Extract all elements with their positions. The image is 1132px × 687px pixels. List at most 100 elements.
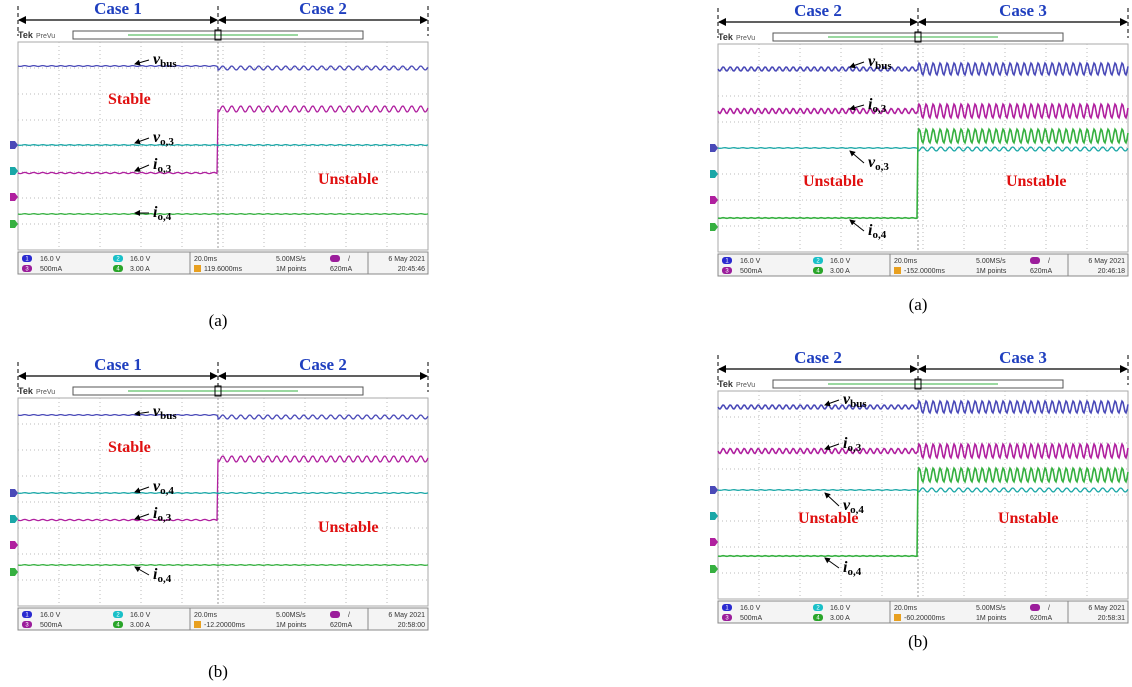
- status-label: Unstable: [318, 519, 378, 536]
- sample-rate: 5.00MS/s: [276, 612, 306, 619]
- ch1-scale: 16.0 V: [740, 258, 761, 265]
- channel-marker: [10, 515, 18, 523]
- case-label: Case 2: [299, 0, 347, 18]
- date: 6 May 2021: [1088, 605, 1125, 612]
- time: 20:45:46: [398, 266, 425, 273]
- status-label: Unstable: [318, 171, 378, 188]
- ch2-scale: 16.0 V: [130, 612, 151, 619]
- caption: (b): [208, 662, 228, 681]
- trigger-source: [1030, 604, 1040, 611]
- trigger-slope: /: [1048, 258, 1050, 265]
- channel-marker: [10, 193, 18, 201]
- case-label: Case 2: [299, 355, 347, 374]
- channel-marker: [710, 196, 718, 204]
- caption: (a): [209, 311, 228, 330]
- scope-brand: Tek: [718, 32, 734, 42]
- case-label: Case 2: [794, 1, 842, 20]
- scope-panel: Case 2Case 3TekPreVuvbusio,3vo,3io,4Unst…: [710, 1, 1128, 276]
- trigger-source: [330, 611, 340, 618]
- scope-brand: Tek: [718, 379, 734, 389]
- date: 6 May 2021: [388, 256, 425, 263]
- trigger-level: 620mA: [330, 622, 353, 629]
- ch1-scale: 16.0 V: [40, 256, 61, 263]
- ch3-scale: 500mA: [40, 266, 63, 273]
- sample-rate: 5.00MS/s: [976, 258, 1006, 265]
- status-label: Unstable: [803, 173, 863, 190]
- ch3-scale: 500mA: [40, 622, 63, 629]
- case-label: Case 3: [999, 1, 1047, 20]
- channel-marker: [710, 170, 718, 178]
- signal-subscript: o,3: [847, 442, 861, 454]
- trigger-icon: [194, 621, 201, 628]
- timebase: 20.0ms: [194, 256, 217, 263]
- channel-marker: [10, 141, 18, 149]
- signal-subscript: o,3: [157, 512, 171, 524]
- scope-brand: Tek: [18, 30, 34, 40]
- sample-rate: 5.00MS/s: [276, 256, 306, 263]
- signal-subscript: bus: [160, 410, 177, 422]
- ch4-scale: 3.00 A: [130, 622, 150, 629]
- trigger-level: 620mA: [330, 266, 353, 273]
- case-label: Case 1: [94, 355, 142, 374]
- scope-mode: PreVu: [736, 35, 755, 42]
- signal-subscript: o,3: [160, 136, 174, 148]
- figure: Case 1Case 2TekPreVuvbusvo,3io,3io,4Stab…: [0, 0, 1132, 687]
- channel-marker: [710, 512, 718, 520]
- ch2-scale: 16.0 V: [830, 258, 851, 265]
- signal-subscript: o,4: [160, 485, 174, 497]
- case-label: Case 3: [999, 348, 1047, 367]
- trigger-source: [1030, 257, 1040, 264]
- status-label: Unstable: [1006, 173, 1066, 190]
- trigger-position: -60.20000ms: [904, 615, 945, 622]
- record-length: 1M points: [276, 266, 307, 273]
- status-label: Unstable: [998, 510, 1058, 527]
- date: 6 May 2021: [388, 612, 425, 619]
- channel-marker: [710, 538, 718, 546]
- channel-marker: [710, 565, 718, 573]
- trigger-slope: /: [348, 612, 350, 619]
- ch2-scale: 16.0 V: [830, 605, 851, 612]
- scope-panel: Case 1Case 2TekPreVuvbusvo,4io,3io,4Stab…: [10, 355, 428, 630]
- signal-subscript: bus: [850, 398, 867, 410]
- scope-mode: PreVu: [736, 382, 755, 389]
- scope-mode: PreVu: [36, 33, 55, 40]
- channel-marker: [710, 144, 718, 152]
- timebase: 20.0ms: [194, 612, 217, 619]
- channel-marker: [10, 489, 18, 497]
- ch4-scale: 3.00 A: [830, 615, 850, 622]
- waveform: [18, 565, 428, 566]
- time: 20:58:31: [1098, 615, 1125, 622]
- trigger-icon: [894, 267, 901, 274]
- caption: (b): [908, 632, 928, 651]
- caption: (a): [909, 295, 928, 314]
- trigger-icon: [194, 265, 201, 272]
- waveform: [18, 214, 428, 215]
- trigger-slope: /: [1048, 605, 1050, 612]
- status-label: Stable: [108, 91, 151, 108]
- case-label: Case 1: [94, 0, 142, 18]
- sample-rate: 5.00MS/s: [976, 605, 1006, 612]
- signal-subscript: bus: [160, 58, 177, 70]
- scope-brand: Tek: [18, 386, 34, 396]
- record-length: 1M points: [276, 622, 307, 629]
- trigger-level: 620mA: [1030, 615, 1053, 622]
- channel-marker: [10, 220, 18, 228]
- scope-mode: PreVu: [36, 389, 55, 396]
- signal-subscript: o,4: [157, 211, 171, 223]
- ch2-scale: 16.0 V: [130, 256, 151, 263]
- case-label: Case 2: [794, 348, 842, 367]
- trigger-position: -12.20000ms: [204, 622, 245, 629]
- signal-subscript: o,3: [875, 161, 889, 173]
- ch3-scale: 500mA: [740, 615, 763, 622]
- signal-subscript: o,3: [157, 163, 171, 175]
- trigger-position: 119.6000ms: [204, 266, 243, 273]
- ch4-scale: 3.00 A: [830, 268, 850, 275]
- ch1-scale: 16.0 V: [40, 612, 61, 619]
- signal-subscript: o,4: [157, 573, 171, 585]
- timebase: 20.0ms: [894, 258, 917, 265]
- channel-marker: [10, 568, 18, 576]
- ch3-scale: 500mA: [740, 268, 763, 275]
- ch4-scale: 3.00 A: [130, 266, 150, 273]
- ch1-scale: 16.0 V: [740, 605, 761, 612]
